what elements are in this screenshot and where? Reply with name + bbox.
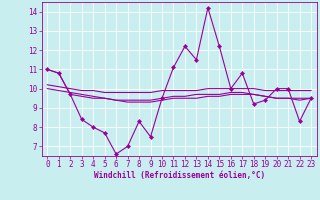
X-axis label: Windchill (Refroidissement éolien,°C): Windchill (Refroidissement éolien,°C) [94,171,265,180]
